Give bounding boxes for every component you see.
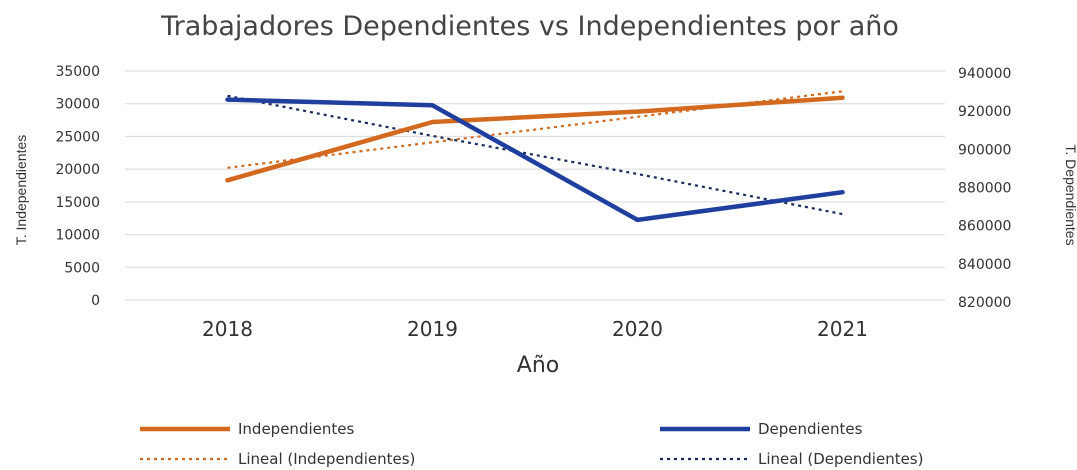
y-axis-left-label: T. Independientes [13, 135, 29, 246]
legend: Independientes Dependientes Lineal (Indepe… [140, 420, 923, 468]
y-axis-right-label: T. Dependientes [1063, 144, 1077, 245]
y-left-tick-label: 25000 [55, 129, 100, 145]
legend-label: Lineal (Dependientes) [758, 450, 923, 468]
x-axis-ticks: 2018 2019 2020 2021 [202, 317, 868, 341]
x-tick-label: 2020 [612, 317, 663, 341]
y-right-tick-label: 820000 [958, 295, 1011, 311]
y-right-tick-label: 940000 [958, 66, 1011, 82]
y-right-tick-label: 880000 [958, 181, 1011, 197]
y-left-tick-label: 20000 [55, 162, 100, 178]
y-right-tick-label: 900000 [958, 142, 1011, 158]
chart-title: Trabajadores Dependientes vs Independien… [160, 11, 899, 42]
x-tick-label: 2018 [202, 317, 253, 341]
x-tick-label: 2021 [817, 317, 868, 341]
y-right-tick-label: 860000 [958, 219, 1011, 235]
series-line-dependientes [225, 97, 845, 223]
y-left-tick-label: 35000 [55, 64, 100, 80]
legend-label: Independientes [238, 420, 354, 438]
y-axis-left-ticks: 0 5000 10000 15000 20000 25000 30000 35000 [55, 64, 100, 309]
legend-label: Dependientes [758, 420, 863, 438]
x-axis-label: Año [517, 353, 559, 378]
y-left-tick-label: 0 [91, 293, 100, 309]
y-left-tick-label: 5000 [64, 260, 100, 276]
y-right-tick-label: 920000 [958, 104, 1011, 120]
series-lines [225, 90, 845, 223]
y-right-tick-label: 840000 [958, 257, 1011, 273]
y-axis-right-ticks: 820000 840000 860000 880000 900000 920000 9400… [958, 66, 1011, 311]
series-line-independientes [225, 95, 845, 183]
series-line-lineal-independientes [227, 90, 843, 169]
x-tick-label: 2019 [407, 317, 458, 341]
y-left-tick-label: 15000 [55, 195, 100, 211]
legend-label: Lineal (Independientes) [238, 450, 415, 468]
grid-lines [125, 70, 945, 301]
y-left-tick-label: 10000 [55, 228, 100, 244]
y-left-tick-label: 30000 [55, 97, 100, 113]
